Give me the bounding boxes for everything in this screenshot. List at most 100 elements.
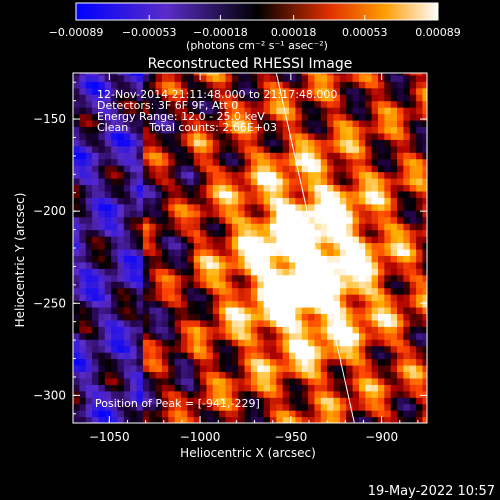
heatmap-cell (282, 358, 290, 366)
heatmap-cell (206, 248, 214, 256)
heatmap-cell (174, 313, 182, 321)
heatmap-cell (295, 190, 303, 198)
heatmap-cell (403, 184, 411, 192)
heatmap-cell (409, 74, 417, 82)
heatmap-cell (358, 145, 366, 153)
heatmap-cell (104, 345, 112, 353)
heatmap-cell (314, 126, 322, 134)
heatmap-cell (257, 313, 265, 321)
heatmap-cell (327, 197, 335, 205)
heatmap-cell (130, 390, 138, 398)
heatmap-cell (409, 345, 417, 353)
heatmap-cell (244, 313, 252, 321)
heatmap-cell (193, 210, 201, 218)
heatmap-cell (365, 126, 373, 134)
heatmap-cell (346, 416, 354, 423)
heatmap-cell (79, 139, 87, 147)
heatmap-cell (327, 178, 335, 186)
heatmap-cell (238, 236, 246, 244)
heatmap-cell (130, 178, 138, 186)
heatmap-cell (161, 113, 169, 121)
heatmap-cell (314, 242, 322, 250)
heatmap-cell (104, 384, 112, 392)
heatmap-cell (422, 139, 427, 147)
heatmap-cell (339, 158, 347, 166)
heatmap-cell (365, 358, 373, 366)
heatmap-cell (155, 216, 163, 224)
heatmap-cell (225, 326, 233, 334)
heatmap-cell (409, 87, 417, 95)
heatmap-cell (257, 287, 265, 295)
heatmap-cell (409, 332, 417, 340)
heatmap-cell (117, 248, 125, 256)
heatmap-cell (142, 119, 150, 128)
heatmap-cell (212, 281, 220, 289)
heatmap-cell (168, 203, 176, 211)
heatmap-cell (85, 107, 93, 115)
heatmap-cell (352, 73, 360, 76)
heatmap-cell (314, 313, 322, 321)
heatmap-cell (358, 371, 366, 379)
heatmap-cell (142, 255, 150, 263)
heatmap-cell (238, 184, 246, 192)
heatmap-cell (104, 94, 112, 102)
heatmap-cell (136, 152, 144, 160)
heatmap-cell (301, 274, 309, 282)
heatmap-cell (92, 145, 100, 153)
heatmap-cell (327, 81, 335, 89)
heatmap-cell (117, 223, 125, 231)
heatmap-cell (206, 216, 214, 224)
heatmap-cell (333, 294, 341, 302)
heatmap-cell (295, 223, 303, 231)
heatmap-cell (301, 371, 309, 379)
heatmap-cell (384, 165, 392, 173)
heatmap-cell (308, 248, 316, 256)
heatmap-cell (263, 294, 271, 302)
heatmap-cell (161, 390, 169, 398)
heatmap-cell (149, 145, 157, 153)
heatmap-cell (301, 268, 309, 276)
heatmap-cell (301, 319, 309, 327)
heatmap-cell (422, 416, 427, 423)
heatmap-cell (308, 261, 316, 269)
heatmap-cell (422, 377, 427, 385)
heatmap-cell (161, 145, 169, 153)
heatmap-cell (314, 210, 322, 218)
heatmap-cell (219, 287, 227, 295)
heatmap-cell (104, 236, 112, 244)
heatmap-cell (136, 345, 144, 353)
heatmap-cell (181, 268, 188, 276)
heatmap-cell (403, 165, 411, 173)
heatmap-cell (123, 100, 131, 108)
heatmap-cell (371, 73, 379, 76)
heatmap-cell (79, 274, 87, 282)
heatmap-cell (276, 281, 284, 289)
heatmap-cell (384, 352, 392, 360)
heatmap-cell (416, 165, 424, 173)
heatmap-cell (250, 178, 258, 186)
heatmap-cell (161, 397, 169, 405)
heatmap-cell (276, 339, 284, 347)
heatmap-cell (225, 300, 233, 308)
heatmap-cell (212, 229, 220, 237)
heatmap-cell (161, 81, 169, 89)
annotation-clean-counts: Clean Total counts: 2.66E+03 (97, 121, 277, 134)
heatmap-cell (371, 203, 379, 211)
heatmap-cell (276, 403, 284, 411)
heatmap-cell (161, 132, 169, 140)
heatmap-cell (352, 158, 360, 166)
heatmap-cell (161, 158, 169, 166)
heatmap-cell (314, 152, 322, 160)
heatmap-cell (123, 281, 131, 289)
heatmap-cell (231, 319, 239, 327)
heatmap-cell (263, 87, 271, 95)
heatmap-cell (409, 113, 417, 121)
heatmap-cell (161, 274, 169, 282)
heatmap-cell (187, 319, 195, 327)
heatmap-cell (155, 332, 163, 340)
heatmap-cell (358, 300, 366, 308)
heatmap-cell (327, 300, 335, 308)
heatmap-cell (276, 229, 284, 237)
heatmap-cell (193, 274, 201, 282)
heatmap-cell (250, 100, 258, 108)
